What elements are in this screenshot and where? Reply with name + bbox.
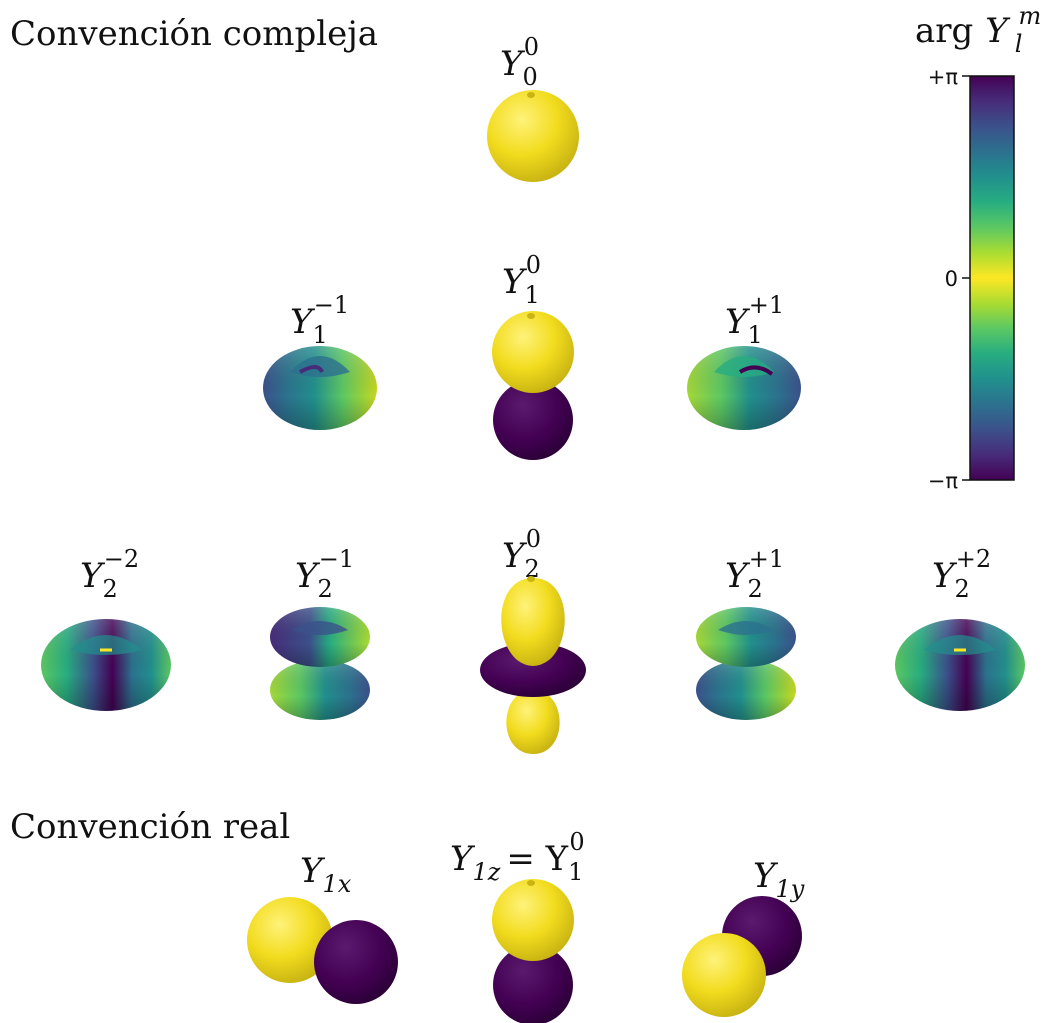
colorbar-gradient [969,75,1015,481]
orbital-Y20 [480,576,586,754]
orbital-Y00 [487,90,579,182]
label-Y1p1: Y1+1 [725,291,784,349]
orbital-Y1z [492,879,574,1023]
label-Y10: Y10 [502,251,541,309]
section-title-complex: Convención compleja [10,14,378,54]
orbital-Y2m1 [270,607,370,720]
orbital-Y1y [682,896,802,1017]
orbital-Y1m1 [263,346,377,430]
label-Y2p2: Y2+2 [932,545,991,603]
colorbar-title: arg Y l m [915,2,1041,58]
orbital-Y2m2 [41,619,171,711]
label-Y2p1: Y2+1 [725,545,784,603]
orbital-Y1p1 [687,346,801,430]
label-Y2m2: Y2−2 [80,545,139,603]
colorbar: arg Y l m +π 0 −π [915,2,1041,493]
colorbar-title-symbol: Y [985,11,1011,51]
label-Y2m1: Y2−1 [295,545,354,603]
section-title-real: Convención real [10,807,290,847]
label-Y1x: Y1x [300,851,352,898]
label-Y00: Y00 [500,33,539,91]
orbital-Y2p1 [696,607,796,720]
orbital-Y10 [492,311,574,460]
colorbar-tick-label-mid: 0 [945,267,958,291]
label-Y1z: Y1z = Y10 [450,828,585,886]
orbital-Y2p2 [895,619,1025,711]
label-Y20: Y20 [502,525,541,583]
colorbar-title-sup: m [1018,2,1041,30]
label-Y1m1: Y1−1 [290,291,349,349]
label-Y1y: Y1y [753,856,805,903]
colorbar-title-fn: arg [915,11,973,51]
colorbar-title-sub: l [1015,30,1023,58]
colorbar-tick-label-bottom: −π [928,469,959,493]
colorbar-tick-label-top: +π [928,65,959,89]
orbital-Y1x [247,897,398,1004]
